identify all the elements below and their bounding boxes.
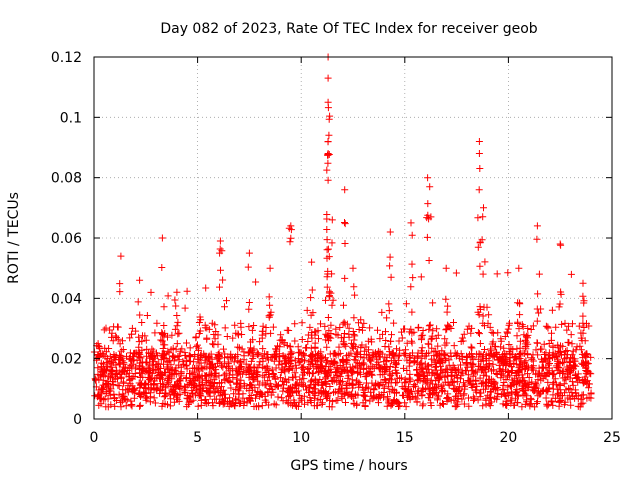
data-points <box>90 53 595 411</box>
scatter-markers <box>90 53 595 411</box>
y-tick-label: 0.1 <box>60 110 82 126</box>
x-axis-label: GPS time / hours <box>290 458 407 474</box>
y-tick-label: 0.04 <box>51 291 82 307</box>
y-tick-label: 0 <box>73 412 82 428</box>
x-tick-labels: 0 5 10 15 20 25 <box>90 430 621 446</box>
y-axis-label: ROTI / TECUs <box>6 192 22 284</box>
y-tick-label: 0.02 <box>51 352 82 368</box>
axis-ticks <box>93 56 613 420</box>
chart-title: Day 082 of 2023, Rate Of TEC Index for r… <box>160 21 537 37</box>
grid-lines <box>94 57 612 419</box>
y-tick-labels: 0 0.02 0.04 0.06 0.08 0.1 0.12 <box>51 50 82 428</box>
x-tick-label: 0 <box>90 430 99 446</box>
x-tick-label: 25 <box>603 430 621 446</box>
x-tick-label: 20 <box>499 430 517 446</box>
x-tick-label: 15 <box>396 430 414 446</box>
y-tick-label: 0.12 <box>51 50 82 66</box>
y-tick-label: 0.08 <box>51 171 82 187</box>
x-tick-label: 5 <box>193 430 202 446</box>
x-tick-label: 10 <box>292 430 310 446</box>
y-tick-label: 0.06 <box>51 231 82 247</box>
